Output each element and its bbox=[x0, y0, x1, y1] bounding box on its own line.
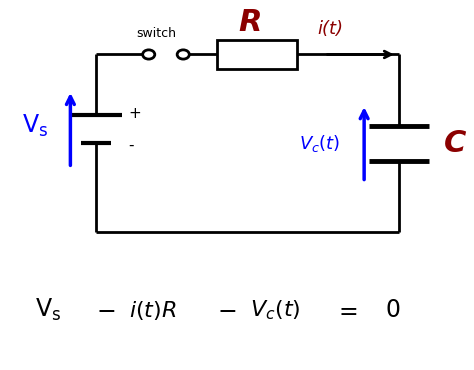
Text: $i(t)$R: $i(t)$R bbox=[128, 299, 176, 322]
Text: C: C bbox=[443, 129, 466, 158]
Text: +: + bbox=[128, 105, 141, 121]
Text: switch: switch bbox=[137, 27, 177, 40]
Text: $\mathregular{V_s}$: $\mathregular{V_s}$ bbox=[36, 297, 62, 323]
Text: $V_c(t)$: $V_c(t)$ bbox=[250, 299, 301, 322]
Text: $\mathregular{V_s}$: $\mathregular{V_s}$ bbox=[22, 112, 48, 139]
Text: $V_c(t)$: $V_c(t)$ bbox=[299, 133, 340, 154]
Bar bbox=[217, 40, 297, 69]
Text: R: R bbox=[238, 8, 262, 37]
Text: $-$: $-$ bbox=[217, 298, 237, 322]
Text: $-$: $-$ bbox=[96, 298, 115, 322]
Text: -: - bbox=[128, 138, 134, 152]
Text: $0$: $0$ bbox=[385, 298, 401, 322]
Text: i(t): i(t) bbox=[318, 20, 344, 38]
Text: $=$: $=$ bbox=[334, 298, 358, 322]
